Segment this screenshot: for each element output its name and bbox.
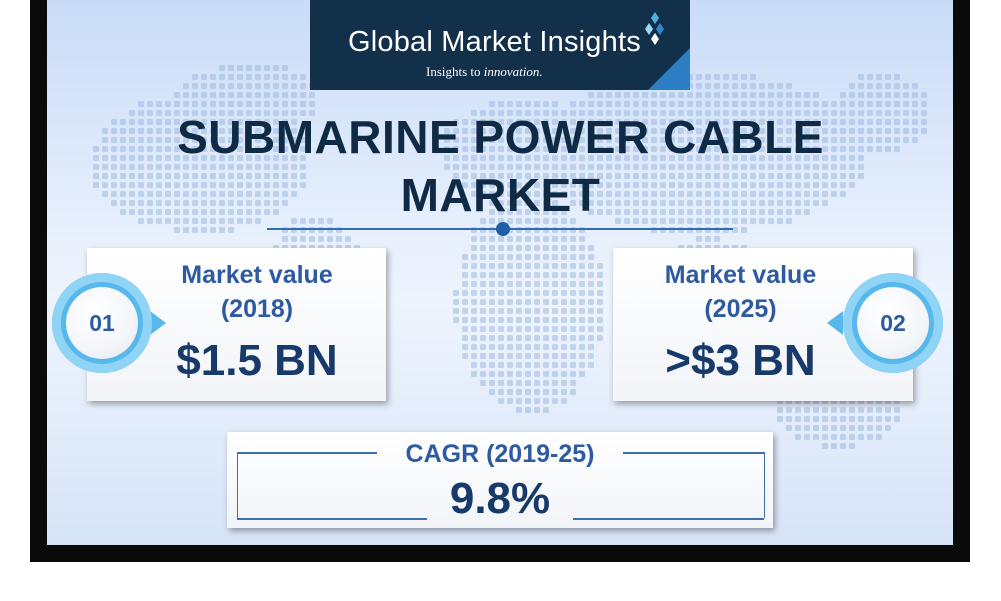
cagr-value: 9.8%	[449, 474, 551, 523]
cagr-label-text: CAGR (2019-25)	[405, 440, 595, 468]
badge-pointer	[150, 311, 166, 335]
cagr-label: CAGR (2019-25)	[227, 440, 773, 469]
cagr-bracket-top-right	[623, 452, 764, 454]
card-label-line2: (2018)	[220, 295, 294, 323]
cagr-bracket	[237, 452, 765, 518]
cagr-card: CAGR (2019-25) 9.8%	[227, 432, 773, 528]
title-line-2: MARKET	[400, 169, 601, 221]
page-title: SUBMARINE POWER CABLE MARKET	[0, 108, 1001, 224]
logo-diamonds-icon	[645, 12, 664, 45]
badge-02: 02	[843, 273, 943, 373]
badge-number: 02	[857, 287, 929, 359]
logo-accent-triangle	[648, 48, 690, 90]
tagline-prefix: Insights to	[426, 64, 484, 79]
cagr-bracket-top-left	[237, 452, 377, 454]
card-label-line2: (2025)	[704, 295, 777, 323]
cagr-bracket-bottom-right	[573, 518, 764, 520]
title-divider-dot	[496, 222, 510, 236]
cagr-bracket-bottom-left	[237, 518, 427, 520]
world-map-dots	[93, 65, 927, 449]
card-value: >$3 BN	[665, 336, 816, 385]
badge-01: 01	[52, 273, 152, 373]
title-line-1: SUBMARINE POWER CABLE	[177, 111, 824, 163]
badge-pointer	[827, 311, 843, 335]
card-value: $1.5 BN	[176, 336, 338, 385]
card-label-line1: Market value	[664, 261, 817, 289]
tagline-emphasis: innovation.	[483, 64, 543, 79]
card-label-line1: Market value	[181, 261, 333, 289]
logo-tagline: Insights to innovation.	[426, 64, 543, 80]
logo-brand-name: Global Market Insights	[348, 26, 641, 58]
logo-banner: Global Market Insights Insights to innov…	[310, 0, 690, 90]
badge-number: 01	[66, 287, 138, 359]
